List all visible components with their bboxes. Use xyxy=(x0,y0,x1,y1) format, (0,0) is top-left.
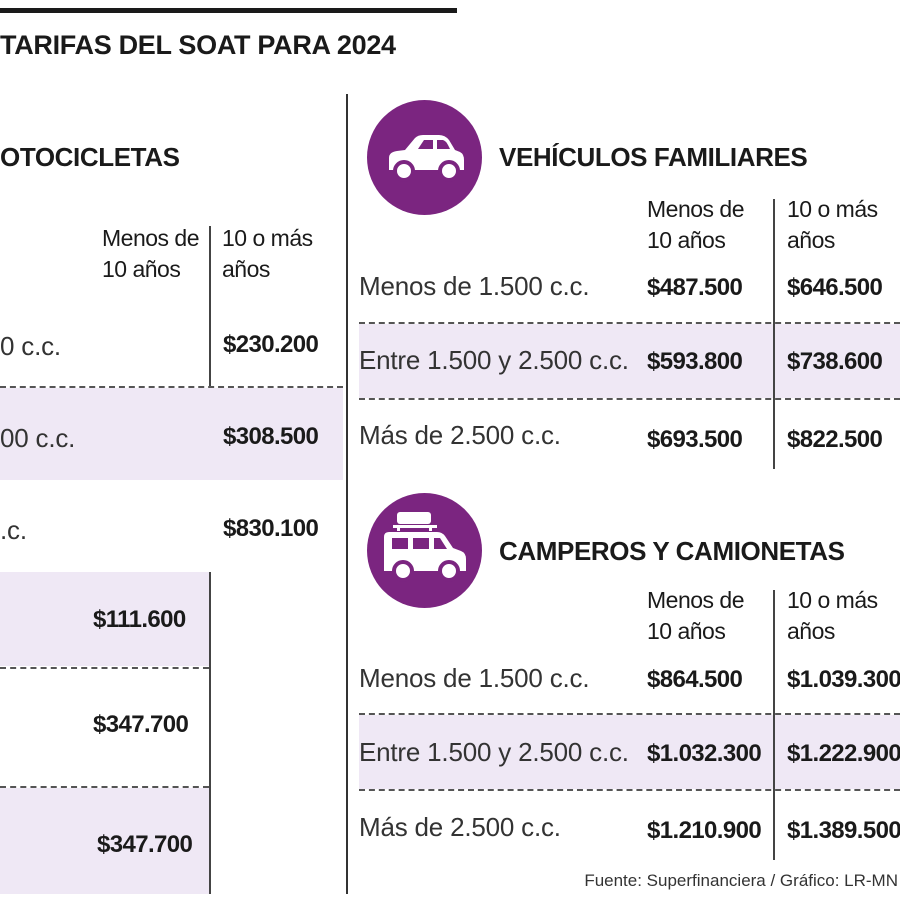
familiares-section-title: VEHÍCULOS FAMILIARES xyxy=(499,142,808,172)
familiares-header-new: Menos de 10 años xyxy=(647,196,745,253)
row-divider xyxy=(0,667,209,669)
row-divider xyxy=(0,386,343,388)
row-divider xyxy=(359,789,900,791)
top-rule xyxy=(0,8,457,13)
familiares-column-line-band xyxy=(773,324,775,398)
motos-column-line xyxy=(209,226,211,480)
camperos-row-label: Más de 2.500 c.c. xyxy=(359,812,561,842)
motos-row-label: 00 c.c. xyxy=(0,423,76,453)
familiares-row-value-new: $693.500 xyxy=(647,426,743,453)
familiares-header-old: 10 o más años xyxy=(787,196,878,253)
motos-extra-value: $111.600 xyxy=(93,606,186,633)
row-divider xyxy=(0,786,209,788)
suv-with-roof-rack-icon xyxy=(367,493,482,608)
row-band xyxy=(359,715,900,789)
camperos-row-value-old: $1.222.900 xyxy=(787,740,900,767)
familiares-row-label: Menos de 1.500 c.c. xyxy=(359,271,590,301)
page-title: TARIFAS DEL SOAT PARA 2024 xyxy=(0,30,396,60)
row-divider xyxy=(359,713,900,715)
row-divider xyxy=(359,398,900,400)
motos-row-label: 0 c.c. xyxy=(0,331,61,361)
familiares-row-label: Más de 2.500 c.c. xyxy=(359,420,561,450)
camperos-row-value-old: $1.389.500 xyxy=(787,817,900,844)
camperos-section-title: CAMPEROS Y CAMIONETAS xyxy=(499,536,845,566)
row-band xyxy=(359,324,900,398)
motos-row-value-old: $830.100 xyxy=(223,515,319,542)
camperos-row-value-new: $864.500 xyxy=(647,666,743,693)
source-credit: Fuente: Superfinanciera / Gráfico: LR-MN xyxy=(584,871,898,890)
row-band xyxy=(0,788,209,894)
familiares-row-value-old: $646.500 xyxy=(787,274,883,301)
motos-row-value-old: $308.500 xyxy=(223,423,319,450)
camperos-row-label: Menos de 1.500 c.c. xyxy=(359,663,590,693)
camperos-row-label: Entre 1.500 y 2.500 c.c. xyxy=(359,737,629,767)
familiares-row-label: Entre 1.500 y 2.500 c.c. xyxy=(359,345,629,375)
column-divider xyxy=(346,94,348,894)
motos-row-value-old: $230.200 xyxy=(223,331,319,358)
camperos-header-new: Menos de 10 años xyxy=(647,587,745,644)
motos-header-new: Menos de 10 años xyxy=(102,225,200,282)
camperos-row-value-new: $1.032.300 xyxy=(647,740,762,767)
familiares-row-value-new: $593.800 xyxy=(647,348,743,375)
motos-section-title: OTOCICLETAS xyxy=(0,142,180,172)
motos-extra-value: $347.700 xyxy=(93,711,189,738)
camperos-row-value-old: $1.039.300 xyxy=(787,666,900,693)
familiares-row-value-old: $738.600 xyxy=(787,348,883,375)
motos-row-label: .c. xyxy=(0,515,27,545)
row-band xyxy=(0,388,343,480)
motos-extra-value: $347.700 xyxy=(97,831,193,858)
car-icon xyxy=(367,100,482,215)
motos-header-old: 10 o más años xyxy=(222,225,313,282)
row-band xyxy=(0,572,210,666)
row-divider xyxy=(359,322,900,324)
camperos-header-old: 10 o más años xyxy=(787,587,878,644)
motos-column-line-lower xyxy=(209,572,211,894)
familiares-row-value-new: $487.500 xyxy=(647,274,743,301)
camperos-column-line-band xyxy=(773,715,775,789)
familiares-row-value-old: $822.500 xyxy=(787,426,883,453)
camperos-row-value-new: $1.210.900 xyxy=(647,817,762,844)
